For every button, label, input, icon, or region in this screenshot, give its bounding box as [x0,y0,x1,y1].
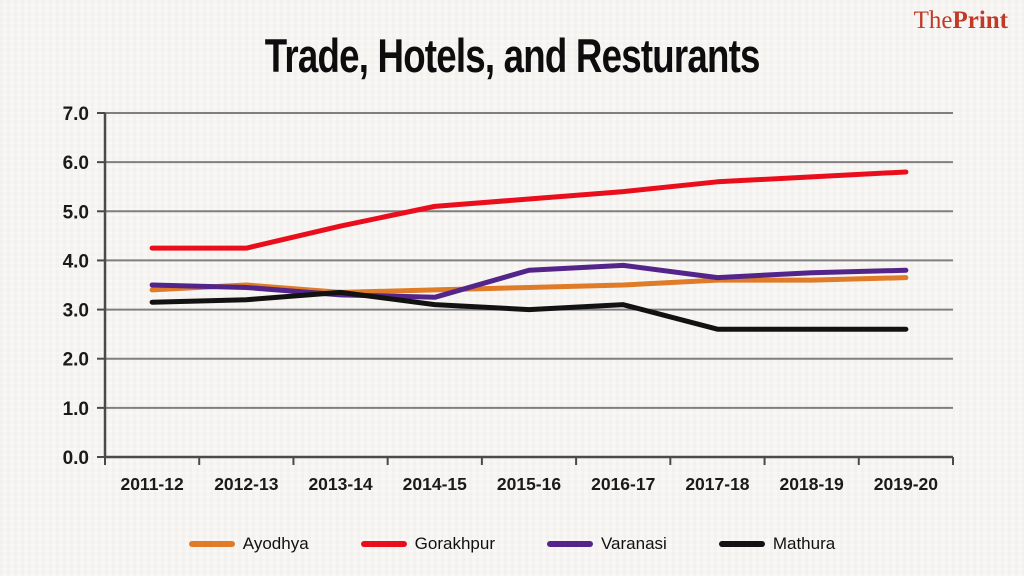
legend-swatch-gorakhpur [360,541,407,547]
series-line-gorakhpur [149,169,909,251]
chart-title: Trade, Hotels, and Resturants [264,29,761,82]
theprint-logo: ThePrint [914,8,1008,33]
x-tick-label-2013-14: 2013-14 [308,474,372,494]
legend-item-gorakhpur: Gorakhpur [360,534,495,554]
logo-the: The [913,7,953,34]
legend-label-ayodhya: Ayodhya [242,534,309,553]
series-line-mathura [149,289,909,332]
legend-item-ayodhya: Ayodhya [188,534,309,554]
legend-label-gorakhpur: Gorakhpur [414,534,495,553]
chart-legend: Ayodhya Gorakhpur Varanasi Mathura [0,534,1024,554]
chart-title-wrap: Trade, Hotels, and Resturants [0,28,1024,83]
x-tick-label-2011-12: 2011-12 [120,474,184,494]
y-tick-label-7.0: 7.0 [63,104,89,125]
y-tick-label-2.0: 2.0 [63,350,89,371]
y-tick-label-5.0: 5.0 [63,202,89,223]
legend-swatch-varanasi [546,541,593,547]
x-tick-label-2016-17: 2016-17 [591,474,655,494]
logo-print: Print [952,7,1008,34]
y-tick-label-1.0: 1.0 [63,399,89,420]
legend-item-varanasi: Varanasi [546,534,667,554]
x-tick-label-2014-15: 2014-15 [403,474,467,494]
y-tick-label-4.0: 4.0 [63,251,89,272]
legend-label-varanasi: Varanasi [600,534,667,553]
x-tick-label-2012-13: 2012-13 [214,474,278,494]
y-tick-label-0.0: 0.0 [63,448,89,469]
x-tick-label-2017-18: 2017-18 [685,474,749,494]
series-line-varanasi [149,262,909,300]
y-tick-label-6.0: 6.0 [63,153,89,174]
y-tick-label-3.0: 3.0 [63,301,89,322]
x-tick-label-2018-19: 2018-19 [780,474,844,494]
x-tick-label-2015-16: 2015-16 [497,474,561,494]
x-tick-label-2019-20: 2019-20 [874,474,938,494]
legend-label-mathura: Mathura [772,534,836,553]
legend-swatch-mathura [718,541,765,547]
legend-item-mathura: Mathura [718,534,836,554]
legend-swatch-ayodhya [188,541,235,547]
